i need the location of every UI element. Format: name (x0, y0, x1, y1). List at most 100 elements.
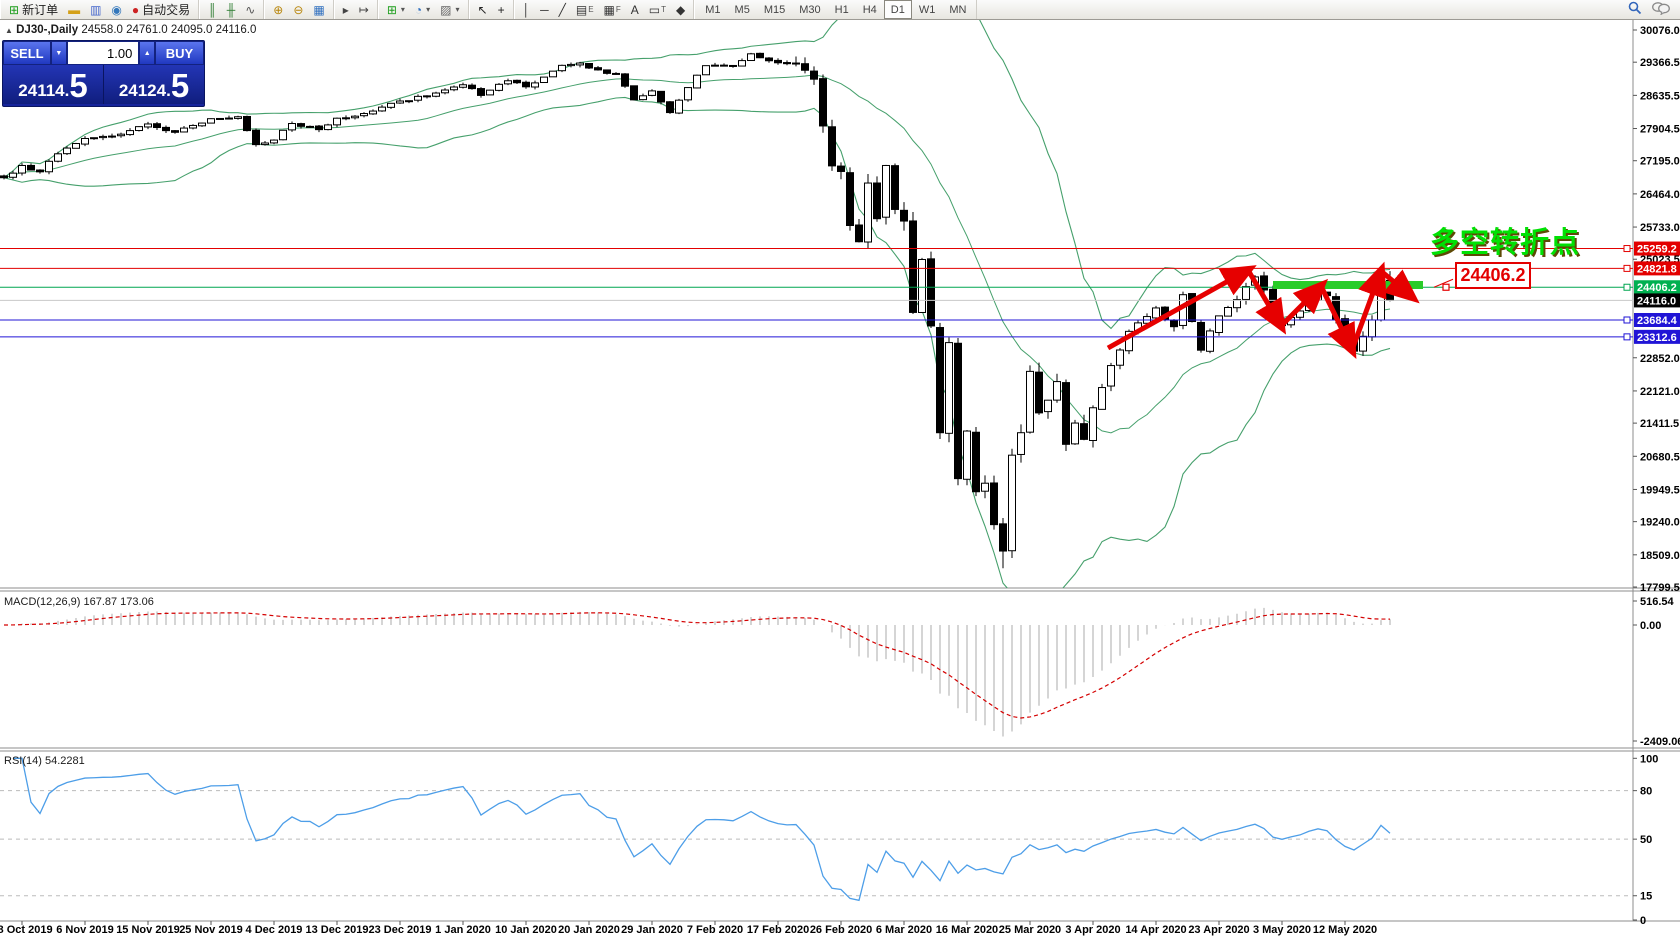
fibonacci-button[interactable]: ▦ F (603, 2, 621, 17)
svg-text:26464.0: 26464.0 (1640, 189, 1680, 201)
svg-text:516.54: 516.54 (1640, 596, 1675, 608)
trendline-button[interactable]: ╱ (554, 0, 571, 19)
vertical-line-button[interactable]: │ (518, 0, 536, 19)
bar-chart-button[interactable]: ║ (203, 0, 222, 19)
svg-text:20680.5: 20680.5 (1640, 451, 1680, 463)
svg-text:23312.6: 23312.6 (1637, 332, 1677, 344)
svg-text:25 Mar 2020: 25 Mar 2020 (999, 924, 1061, 936)
timeframe-m1-button[interactable]: M1 (705, 3, 721, 16)
svg-text:1 Jan 2020: 1 Jan 2020 (435, 924, 491, 936)
indicators-button[interactable]: ⊞ ▾ (386, 2, 405, 17)
svg-text:23 Dec 2019: 23 Dec 2019 (369, 924, 432, 936)
timeframe-d1-button[interactable]: D1 (883, 0, 912, 19)
turning-point-annotation[interactable]: 多空转折点 (1430, 227, 1581, 259)
chart-shift-button[interactable]: ↦ (354, 0, 374, 19)
svg-text:0: 0 (1640, 915, 1646, 927)
search-icon[interactable] (1628, 1, 1642, 18)
volume-increase-button[interactable]: ▲ (139, 41, 156, 65)
text-label-icon: ▭ (648, 2, 661, 17)
svg-text:20 Jan 2020: 20 Jan 2020 (558, 924, 620, 936)
bar-chart-icon: ║ (208, 2, 217, 17)
vertical-line-icon: │ (522, 2, 531, 17)
svg-text:7 Feb 2020: 7 Feb 2020 (687, 924, 743, 936)
crosshair-button[interactable]: + (493, 0, 510, 19)
new-order-icon: ⊞ (9, 2, 20, 17)
green-highlight-bar[interactable] (1273, 281, 1423, 289)
timeframe-w1-button[interactable]: W1 (918, 3, 936, 16)
arrows-button[interactable]: ◆ (671, 0, 690, 19)
zoom-in-icon: ⊕ (273, 2, 284, 17)
gold-ingot-button[interactable]: ▬ (63, 0, 85, 19)
svg-text:23 Apr 2020: 23 Apr 2020 (1188, 924, 1249, 936)
macd-pane[interactable] (3, 607, 1391, 737)
zoom-in-button[interactable]: ⊕ (268, 0, 288, 19)
macd-label: MACD(12,26,9) 167.87 173.06 (4, 596, 154, 608)
collapse-panel-icon[interactable]: ▲ (5, 26, 13, 35)
svg-text:30076.0: 30076.0 (1640, 25, 1680, 37)
zoom-out-icon: ⊖ (293, 2, 304, 17)
timeframe-m5-button[interactable]: M5 (734, 3, 750, 16)
zigzag-arrow-segment[interactable] (1379, 269, 1420, 304)
indicators-icon: ⊞ (386, 2, 397, 17)
gold-ingot-icon: ▬ (68, 2, 81, 17)
zigzag-arrow-segment[interactable] (1349, 261, 1387, 351)
bollinger-lower-band (3, 96, 1391, 588)
zigzag-arrow-segment[interactable] (1279, 278, 1329, 328)
text-icon: A (630, 2, 639, 17)
timeframe-h4-button[interactable]: H4 (862, 3, 877, 16)
periods-button[interactable]: ◔ ▾ (414, 2, 431, 17)
zigzag-arrow-segment[interactable] (1318, 284, 1357, 359)
equidistant-channel-icon: ▤ (575, 2, 588, 17)
sell-button[interactable]: SELL (3, 41, 51, 65)
sell-price-display[interactable]: 24114. 5 (3, 65, 104, 104)
equidistant-channel-button[interactable]: ▤ E (575, 2, 594, 17)
buy-button[interactable]: BUY (155, 41, 204, 65)
ohlc-readout: 24558.0 24761.0 24095.0 24116.0 (81, 24, 257, 36)
timeframe-h1-button[interactable]: H1 (834, 3, 849, 16)
zoom-out-button[interactable]: ⊖ (288, 0, 308, 19)
candlestick-chart-button[interactable]: ╫ (222, 0, 241, 19)
svg-text:13 Dec 2019: 13 Dec 2019 (306, 924, 369, 936)
horizontal-line-button[interactable]: ─ (535, 0, 554, 19)
market-watch-button[interactable]: ◉ (106, 0, 126, 19)
zigzag-arrow-segment[interactable] (1245, 268, 1287, 335)
svg-text:23684.4: 23684.4 (1637, 315, 1678, 327)
text-label-button[interactable]: ▭ T (648, 2, 667, 17)
svg-text:27195.0: 27195.0 (1640, 156, 1680, 168)
svg-text:16 Mar 2020: 16 Mar 2020 (936, 924, 998, 936)
volume-decrease-button[interactable]: ▼ (51, 41, 67, 65)
chart-window-button[interactable]: ▥ (85, 0, 106, 19)
templates-button[interactable]: ▨ ▾ (440, 2, 460, 17)
text-button[interactable]: A (626, 0, 644, 19)
price-pane[interactable] (0, 0, 1633, 603)
svg-text:6 Nov 2019: 6 Nov 2019 (56, 924, 113, 936)
new-order-button[interactable]: ⊞ 新订单 (4, 0, 63, 19)
auto-scroll-button[interactable]: ▸ (338, 0, 354, 19)
svg-text:4 Dec 2019: 4 Dec 2019 (246, 924, 303, 936)
timeframe-m15-button[interactable]: M15 (763, 3, 786, 16)
candlestick-chart-icon: ╫ (226, 2, 236, 17)
line-chart-button[interactable]: ∿ (240, 0, 260, 19)
arrows-icon: ◆ (676, 2, 686, 17)
trendline-icon: ╱ (558, 2, 566, 17)
zigzag-arrow-segment[interactable] (1106, 265, 1257, 351)
auto-trading-button[interactable]: ● 自动交易 (127, 0, 195, 19)
rsi-line (13, 757, 1391, 902)
cursor-button[interactable]: ↖ (473, 0, 493, 19)
price-axis[interactable]: 30076.0 29366.5 28635.5 27904.5 27195.0 26464… (1633, 25, 1680, 927)
line-chart-icon: ∿ (245, 2, 256, 17)
one-click-trading-panel: SELL ▼ 1.00 ▲ BUY 24114. 5 24124. 5 (2, 40, 205, 107)
timeframe-m30-button[interactable]: M30 (799, 3, 821, 16)
price-level-label[interactable]: 24406.2 (1455, 262, 1531, 289)
buy-price-display[interactable]: 24124. 5 (104, 65, 204, 104)
tile-windows-button[interactable]: ▦ (308, 0, 329, 19)
svg-text:10 Jan 2020: 10 Jan 2020 (495, 924, 557, 936)
svg-text:27904.5: 27904.5 (1640, 124, 1680, 136)
chat-icon[interactable] (1652, 1, 1670, 18)
svg-text:24821.8: 24821.8 (1637, 263, 1677, 275)
timeframe-mn-button[interactable]: MN (949, 3, 967, 16)
volume-input[interactable]: 1.00 (66, 41, 140, 65)
rsi-pane[interactable] (0, 757, 1633, 902)
